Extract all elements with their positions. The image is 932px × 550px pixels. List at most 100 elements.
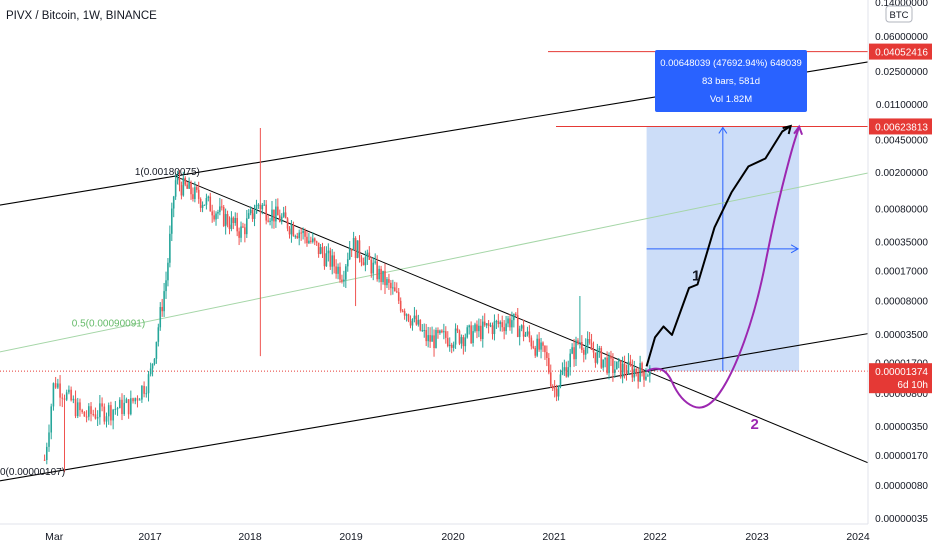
- candle: [114, 401, 117, 415]
- candle-body: [384, 270, 386, 286]
- candle-body: [557, 386, 560, 397]
- measure-info-line-1: 0.00648039 (47692.94%) 648039: [660, 58, 802, 69]
- candle-body: [172, 196, 175, 209]
- candle: [352, 231, 355, 251]
- candle: [460, 334, 463, 349]
- candle-body: [134, 398, 137, 402]
- candle-body: [405, 314, 408, 316]
- candle-body: [579, 342, 581, 344]
- candle-body: [292, 225, 295, 237]
- candle-body: [45, 446, 48, 460]
- candle: [579, 296, 581, 349]
- candle-body: [76, 402, 79, 417]
- candle: [621, 356, 624, 384]
- candle-body: [637, 372, 639, 382]
- candle-body: [176, 177, 179, 181]
- candle: [380, 265, 382, 291]
- candle: [259, 128, 262, 357]
- candle: [271, 200, 273, 229]
- candle: [614, 360, 616, 378]
- candle: [491, 322, 494, 340]
- candle-body: [649, 367, 651, 376]
- candle: [346, 252, 349, 272]
- candle: [315, 240, 318, 247]
- candle-body: [621, 363, 624, 378]
- candle-body: [429, 335, 431, 342]
- candle-body: [647, 375, 649, 377]
- candle: [224, 208, 227, 235]
- candle-body: [382, 270, 384, 283]
- candle-body: [352, 237, 355, 251]
- candle: [70, 386, 72, 402]
- candle: [85, 410, 88, 423]
- x-tick-label: 2022: [643, 531, 667, 543]
- candle-body: [380, 268, 382, 283]
- candle-body: [136, 398, 139, 401]
- candle-body: [629, 361, 632, 365]
- candle-body: [245, 218, 248, 235]
- candle: [110, 401, 112, 426]
- candle: [348, 240, 351, 261]
- candle-body: [271, 209, 273, 221]
- candle-body: [163, 291, 165, 312]
- candle-body: [286, 218, 289, 229]
- candle-body: [59, 383, 61, 398]
- candle-body: [423, 330, 426, 332]
- candle-body: [456, 328, 459, 331]
- candle-body: [205, 198, 208, 205]
- candle: [511, 311, 513, 334]
- candle: [429, 327, 431, 348]
- candle: [288, 226, 291, 239]
- candle-body: [153, 358, 156, 364]
- candle-body: [546, 352, 548, 358]
- candle: [251, 209, 254, 222]
- candle-body: [54, 383, 57, 388]
- candle: [559, 369, 562, 389]
- x-tick-label: 2023: [745, 531, 769, 543]
- candle: [386, 277, 388, 289]
- candle-body: [617, 360, 620, 362]
- candle: [186, 181, 188, 189]
- candle: [485, 323, 488, 329]
- candle-body: [234, 217, 237, 224]
- candle: [90, 402, 92, 422]
- candle: [582, 347, 585, 363]
- candle-body: [446, 337, 449, 347]
- candle-body: [207, 196, 210, 199]
- candle-body: [65, 392, 68, 400]
- candle: [159, 302, 162, 331]
- candle-body: [282, 212, 285, 217]
- candle-body: [425, 330, 427, 342]
- candle-body: [366, 252, 369, 258]
- candle-body: [335, 266, 337, 274]
- candle-body: [472, 331, 474, 344]
- candle: [604, 357, 606, 368]
- candle-body: [481, 321, 484, 340]
- candle-body: [608, 355, 610, 374]
- candle: [350, 248, 353, 257]
- price-label: 0.00623813: [875, 122, 928, 133]
- candle-body: [445, 331, 447, 338]
- candle-body: [112, 409, 114, 421]
- candle: [551, 384, 554, 391]
- projection-path-1: [645, 125, 792, 367]
- candle-body: [509, 318, 511, 328]
- candle-body: [569, 353, 571, 368]
- x-tick-label: 2019: [339, 531, 363, 543]
- candle-body: [161, 307, 163, 312]
- candle: [232, 216, 235, 230]
- candle-body: [116, 408, 119, 410]
- candle-body: [575, 340, 577, 360]
- projection-arrow-head-1: [782, 124, 793, 135]
- candle: [489, 322, 492, 328]
- candle: [573, 338, 575, 367]
- candle: [103, 403, 106, 425]
- candle-body: [584, 345, 587, 355]
- candle: [123, 394, 125, 416]
- candle: [577, 338, 579, 346]
- candle: [476, 320, 478, 339]
- candle: [211, 204, 213, 223]
- candle-body: [610, 355, 612, 359]
- candle-body: [265, 204, 267, 221]
- candle: [317, 242, 320, 258]
